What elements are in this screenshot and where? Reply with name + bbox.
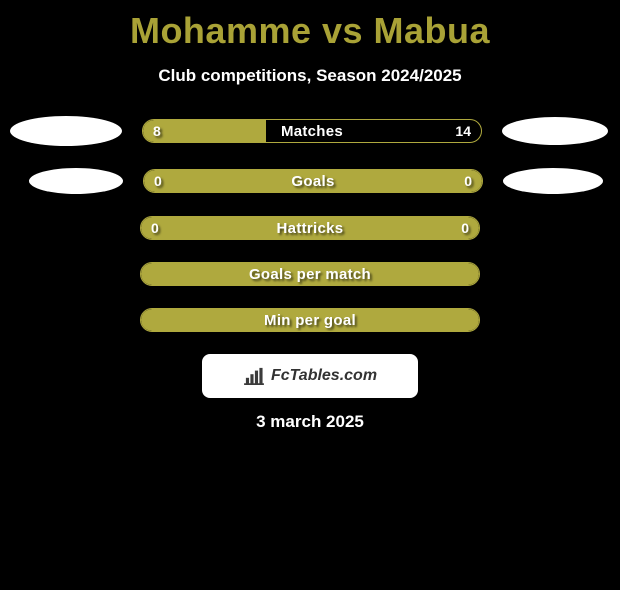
row-goals-per-match: Goals per match — [0, 262, 620, 286]
bar-goals: 0 Goals 0 — [143, 169, 483, 193]
bar-hattricks-label: Hattricks — [141, 220, 479, 237]
bar-matches-value-right: 14 — [455, 123, 471, 139]
bar-gpm-label: Goals per match — [141, 266, 479, 283]
date-text: 3 march 2025 — [0, 412, 620, 432]
row-goals: 0 Goals 0 — [0, 168, 620, 194]
attribution-text: FcTables.com — [271, 367, 377, 385]
bar-matches-label: Matches — [143, 123, 481, 140]
page-title: Mohamme vs Mabua — [0, 10, 620, 52]
bar-goals-per-match: Goals per match — [140, 262, 480, 286]
bar-mpg-label: Min per goal — [141, 312, 479, 329]
bar-hattricks-value-right: 0 — [461, 220, 469, 236]
avatar-left-1 — [10, 116, 122, 146]
bar-goals-value-right: 0 — [464, 173, 472, 189]
bar-goals-label: Goals — [144, 173, 482, 190]
row-min-per-goal: Min per goal — [0, 308, 620, 332]
attribution-box[interactable]: FcTables.com — [202, 354, 418, 398]
row-hattricks: 0 Hattricks 0 — [0, 216, 620, 240]
avatar-right-2 — [503, 168, 603, 194]
row-matches: 8 Matches 14 — [0, 116, 620, 146]
avatar-right-1 — [502, 117, 608, 145]
bar-min-per-goal: Min per goal — [140, 308, 480, 332]
bar-chart-icon — [243, 367, 265, 385]
bar-matches: 8 Matches 14 — [142, 119, 482, 143]
avatar-left-2 — [29, 168, 123, 194]
bar-hattricks: 0 Hattricks 0 — [140, 216, 480, 240]
page-subtitle: Club competitions, Season 2024/2025 — [0, 66, 620, 86]
